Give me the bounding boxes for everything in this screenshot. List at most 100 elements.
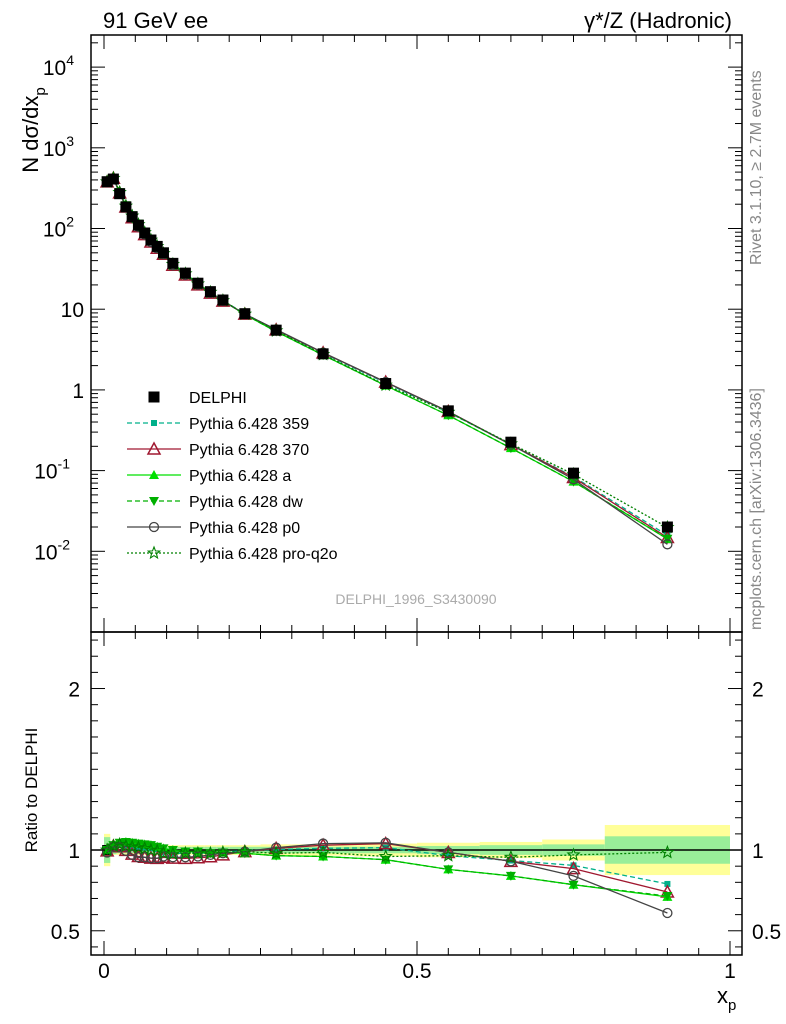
y-tick-label: 1 (72, 380, 84, 403)
x-tick-label: 0 (98, 960, 110, 983)
legend-label-pythia-6-428-370: Pythia 6.428 370 (189, 442, 309, 459)
data-point-delphi (167, 257, 179, 269)
analysis-label: DELPHI_1996_S3430090 (335, 591, 496, 607)
ratio-point-pythia-6-428-p0 (505, 856, 517, 867)
legend-marker-pythia-6-428-dw (149, 497, 159, 506)
ratio-point-pythia-6-428-pro-q2o (178, 845, 193, 860)
ratio-point-pythia-6-428-359 (273, 846, 280, 853)
ratio-point-pythia-6-428-pro-q2o (190, 845, 206, 860)
legend-marker-pythia-6-428-pro-q2o (146, 545, 162, 560)
data-point-delphi (139, 227, 151, 239)
data-point-delphi (505, 436, 517, 448)
legend-label-pythia-6-428-359: Pythia 6.428 359 (189, 416, 309, 433)
ratio-point-pythia-6-428-359 (445, 852, 452, 859)
ratio-point-pythia-6-428-359 (570, 862, 577, 869)
legend-label-pythia-6-428-dw: Pythia 6.428 dw (189, 494, 303, 511)
data-point-delphi (151, 240, 163, 252)
ratio-point-pythia-6-428-p0 (192, 851, 204, 862)
ratio-y-tick-label: 1 (68, 840, 80, 863)
ratio-point-pythia-6-428-pro-q2o (165, 846, 181, 861)
ratio-point-pythia-6-428-pro-q2o (215, 844, 230, 859)
data-point-delphi (120, 201, 132, 213)
x-tick-label: 1 (724, 960, 736, 983)
ratio-point-pythia-6-428-p0 (662, 907, 673, 919)
ratio-point-pythia-6-428-pro-q2o (137, 840, 152, 855)
legend-marker-delphi (148, 391, 160, 403)
data-point-delphi (204, 286, 216, 298)
header-right: γ*/Z (Hadronic) (584, 8, 732, 33)
legend-marker-pythia-6-428-p0 (148, 521, 160, 533)
ratio-point-pythia-6-428-p0 (101, 847, 113, 858)
x-axis-title: xp (717, 983, 736, 1014)
ratio-point-pythia-6-428-370 (315, 837, 331, 851)
ratio-point-pythia-6-428-pro-q2o (150, 843, 165, 857)
ratio-point-pythia-6-428-p0 (205, 849, 216, 861)
y-tick-label: 10 (61, 299, 84, 322)
ratio-point-pythia-6-428-pro-q2o (441, 848, 456, 862)
data-point-delphi (114, 188, 126, 200)
ratio-y-tick-label: 0.5 (51, 921, 80, 944)
data-point-pythia-6-428-dw (568, 477, 579, 487)
data-point-delphi (132, 219, 144, 231)
y-tick-label: 10-2 (34, 536, 70, 564)
x-tick-label: 0.5 (402, 960, 431, 983)
ratio-line-pythia-6-428-pro-q2o (106, 843, 668, 858)
ratio-point-pythia-6-428-359 (664, 880, 671, 887)
ratio-point-pythia-6-428-pro-q2o (118, 838, 134, 852)
data-point-delphi (107, 173, 119, 185)
ratio-point-pythia-6-428-pro-q2o (268, 845, 284, 860)
legend-marker-pythia-6-428-a (149, 470, 159, 479)
ratio-point-pythia-6-428-dw (180, 847, 191, 857)
legend-label-delphi: DELPHI (189, 390, 247, 407)
ratio-point-pythia-6-428-pro-q2o (125, 839, 140, 853)
ratio-point-pythia-6-428-p0 (145, 852, 157, 864)
ratio-point-pythia-6-428-370 (566, 861, 581, 875)
data-point-pythia-6-428-p0 (662, 539, 673, 550)
y-tick-label: 104 (43, 52, 74, 80)
data-point-delphi (179, 267, 191, 279)
ratio-plot-frame (90, 631, 743, 956)
data-point-delphi (192, 277, 204, 289)
data-point-delphi (270, 324, 282, 336)
ratio-point-pythia-6-428-pro-q2o (106, 838, 121, 852)
data-point-delphi (568, 467, 579, 479)
ratio-point-pythia-6-428-pro-q2o (112, 836, 127, 851)
ratio-point-pythia-6-428-pro-q2o (156, 845, 171, 860)
ratio-y-tick-label: 0.5 (752, 921, 781, 944)
data-point-delphi (101, 176, 113, 188)
ratio-point-pythia-6-428-p0 (317, 838, 329, 849)
ratio-y-tick-label: 1 (752, 840, 764, 863)
ratio-point-pythia-6-428-pro-q2o (203, 845, 218, 860)
ratio-point-pythia-6-428-p0 (270, 842, 282, 853)
ratio-y-tick-label: 2 (68, 679, 80, 702)
ratio-point-pythia-6-428-pro-q2o (503, 849, 519, 864)
y-tick-label: 103 (43, 133, 74, 161)
mcplots-label: mcplots.cern.ch [arXiv:1306.3436] (748, 388, 765, 630)
data-point-delphi (217, 294, 229, 306)
ratio-point-pythia-6-428-dw (662, 892, 673, 902)
ratio-point-pythia-6-428-pro-q2o (378, 848, 393, 863)
data-point-delphi (126, 211, 138, 223)
ratio-point-pythia-6-428-pro-q2o (566, 847, 581, 861)
legend-label-pythia-6-428-pro-q2o: Pythia 6.428 pro-q2o (189, 546, 338, 563)
ratio-point-pythia-6-428-pro-q2o (316, 844, 331, 859)
ratio-point-pythia-6-428-dw (505, 871, 516, 881)
ratio-point-pythia-6-428-p0 (380, 837, 391, 848)
ratio-point-pythia-6-428-pro-q2o (131, 840, 146, 854)
legend-label-pythia-6-428-a: Pythia 6.428 a (189, 468, 291, 485)
ratio-point-pythia-6-428-p0 (167, 852, 179, 863)
main-plot-frame (90, 34, 743, 633)
rivet-label: Rivet 3.1.10, ≥ 2.7M events (748, 70, 765, 265)
data-point-delphi (317, 348, 329, 360)
header-left: 91 GeV ee (103, 8, 208, 33)
ratio-point-pythia-6-428-dw (443, 865, 454, 875)
ratio-point-pythia-6-428-p0 (568, 870, 579, 882)
series-line-pythia-6-428-p0 (106, 177, 668, 545)
ratio-point-pythia-6-428-pro-q2o (660, 844, 675, 859)
ratio-y-axis-title: Ratio to DELPHI (22, 728, 41, 853)
ratio-point-pythia-6-428-pro-q2o (143, 842, 159, 857)
data-point-delphi (145, 234, 157, 246)
y-tick-label: 102 (43, 214, 74, 242)
ratio-y-tick-label: 2 (752, 679, 764, 702)
